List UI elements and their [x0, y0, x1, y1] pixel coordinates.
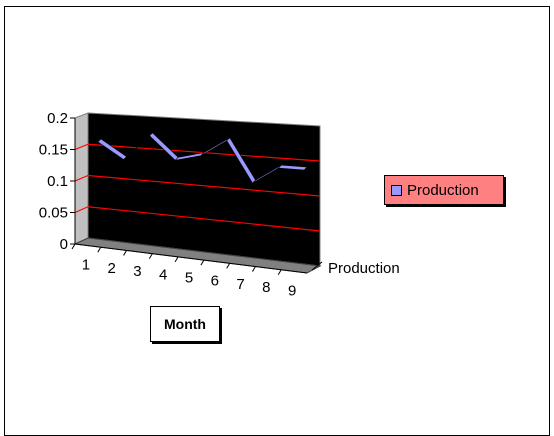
- legend-label-production: Production: [407, 181, 479, 199]
- y-tick-label: 0.05: [39, 205, 68, 222]
- x-tick-mark: [148, 253, 153, 259]
- gridline: [87, 174, 321, 197]
- x-tick-label: 9: [288, 282, 296, 299]
- x-tick-label: 7: [236, 276, 244, 293]
- series-segment: [277, 164, 308, 171]
- x-axis-line: [74, 243, 308, 274]
- x-tick-label: 3: [133, 263, 141, 280]
- legend-swatch-production: [391, 184, 402, 196]
- y-tick-label: 0: [60, 236, 68, 253]
- x-tick-mark: [200, 259, 205, 266]
- x-tick-label: 4: [159, 266, 167, 283]
- y-tick-label: 0.2: [47, 110, 68, 127]
- gridline: [87, 206, 321, 232]
- gridline-side: [74, 174, 89, 182]
- x-tick-label: 6: [211, 273, 219, 290]
- gridline-side: [74, 206, 89, 214]
- x-tick-mark: [174, 256, 179, 263]
- x-tick-label: 8: [262, 279, 270, 296]
- x-tick-label: 5: [185, 270, 193, 287]
- x-tick-mark: [97, 246, 102, 253]
- legend: Production: [384, 175, 504, 205]
- x-tick-label: 1: [82, 257, 90, 274]
- gridline-side: [74, 143, 89, 151]
- y-tick-label: 0.1: [47, 173, 68, 190]
- x-axis-title: Month: [150, 306, 220, 342]
- x-tick-mark: [71, 243, 76, 250]
- series-production: [97, 132, 308, 184]
- y-tick-label: 0.15: [39, 142, 68, 159]
- x-tick-mark: [277, 269, 282, 276]
- x-tick-label: 2: [107, 260, 115, 277]
- x-tick-mark: [252, 266, 256, 272]
- y-axis-ticks: 0 0.05 0.1 0.15 0.2: [39, 110, 75, 253]
- depth-axis-tick: [311, 261, 323, 271]
- x-tick-mark: [123, 250, 127, 256]
- depth-axis-label: Production: [328, 260, 400, 277]
- x-tick-mark: [226, 263, 231, 269]
